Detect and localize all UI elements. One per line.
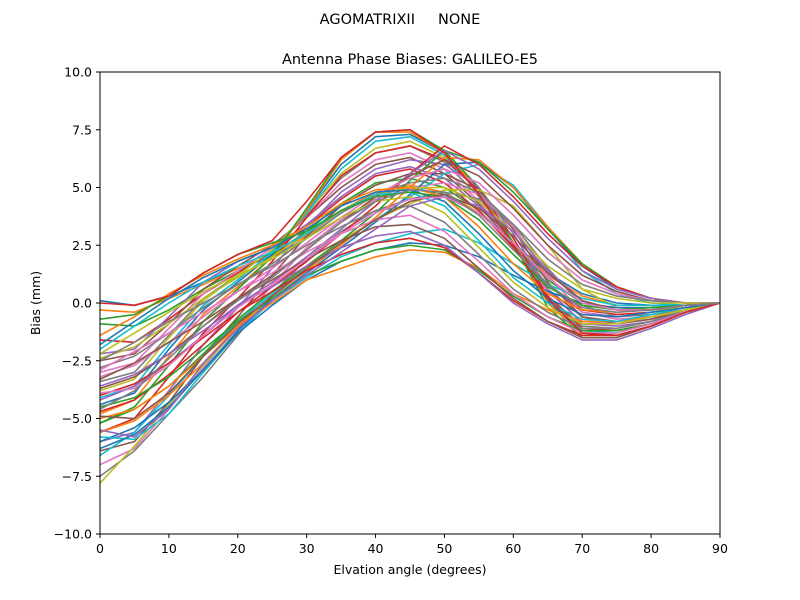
x-tick-label: 70 (574, 541, 590, 556)
series-line-35 (99, 230, 721, 387)
y-tick-label: −10.0 (54, 527, 92, 542)
y-axis-ticks: 10.0 7.5 5.0 2.5 0.0 −2.5 −5.0 −7.5 −10.0 (54, 65, 100, 542)
series-line-27 (99, 168, 720, 378)
series-line-33 (99, 244, 721, 408)
series-lines (99, 128, 721, 484)
series-line-48 (99, 189, 721, 410)
y-tick-label: 2.5 (72, 238, 92, 253)
y-tick-label: 0.0 (72, 296, 92, 311)
x-tick-label: 90 (712, 541, 728, 556)
y-tick-label: 5.0 (72, 180, 92, 195)
series-line-31 (99, 242, 721, 450)
y-tick-label: −5.0 (62, 411, 92, 426)
x-tick-label: 20 (230, 541, 246, 556)
figure-suptitle: AGOMATRIXII NONE (320, 12, 481, 28)
y-tick-label: 7.5 (72, 122, 92, 137)
series-line-44 (99, 128, 721, 337)
series-line-36 (99, 223, 721, 380)
series-line-30 (99, 228, 721, 441)
y-tick-label: −7.5 (62, 469, 92, 484)
series-line-39 (99, 195, 721, 355)
x-tick-label: 50 (436, 541, 452, 556)
x-tick-label: 0 (96, 541, 104, 556)
x-tick-label: 10 (161, 541, 177, 556)
x-axis-label: Elvation angle (degrees) (333, 562, 486, 577)
series-line-28 (99, 177, 720, 369)
x-axis-ticks: 0 10 20 30 40 50 60 70 80 90 (96, 534, 728, 556)
series-line-37 (99, 214, 721, 371)
chart-title: Antenna Phase Biases: GALILEO-E5 (282, 52, 538, 68)
y-tick-label: 10.0 (64, 65, 92, 80)
x-tick-label: 30 (299, 541, 315, 556)
x-tick-label: 60 (505, 541, 521, 556)
x-tick-label: 40 (368, 541, 384, 556)
series-line-47 (99, 195, 721, 394)
x-tick-label: 80 (643, 541, 659, 556)
y-tick-label: −2.5 (62, 353, 92, 368)
y-axis-label: Bias (mm) (28, 271, 43, 335)
